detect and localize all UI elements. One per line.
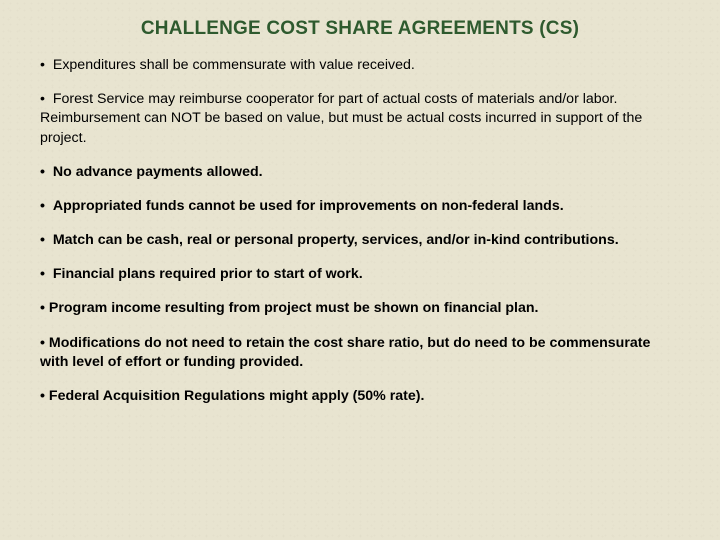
bullet-item: • Program income resulting from project … bbox=[40, 299, 680, 318]
bullet-item: • Federal Acquisition Regulations might … bbox=[40, 387, 680, 406]
bullet-item: • Forest Service may reimburse cooperato… bbox=[40, 90, 680, 148]
bullet-item: • No advance payments allowed. bbox=[40, 163, 680, 182]
bullet-item: • Appropriated funds cannot be used for … bbox=[40, 197, 680, 216]
slide-title: CHALLENGE COST SHARE AGREEMENTS (CS) bbox=[40, 18, 680, 40]
bullet-item: • Modifications do not need to retain th… bbox=[40, 334, 680, 372]
bullet-item: • Financial plans required prior to star… bbox=[40, 265, 680, 284]
bullet-item: • Match can be cash, real or personal pr… bbox=[40, 231, 680, 250]
bullet-list: • Expenditures shall be commensurate wit… bbox=[40, 56, 680, 406]
bullet-item: • Expenditures shall be commensurate wit… bbox=[40, 56, 680, 75]
